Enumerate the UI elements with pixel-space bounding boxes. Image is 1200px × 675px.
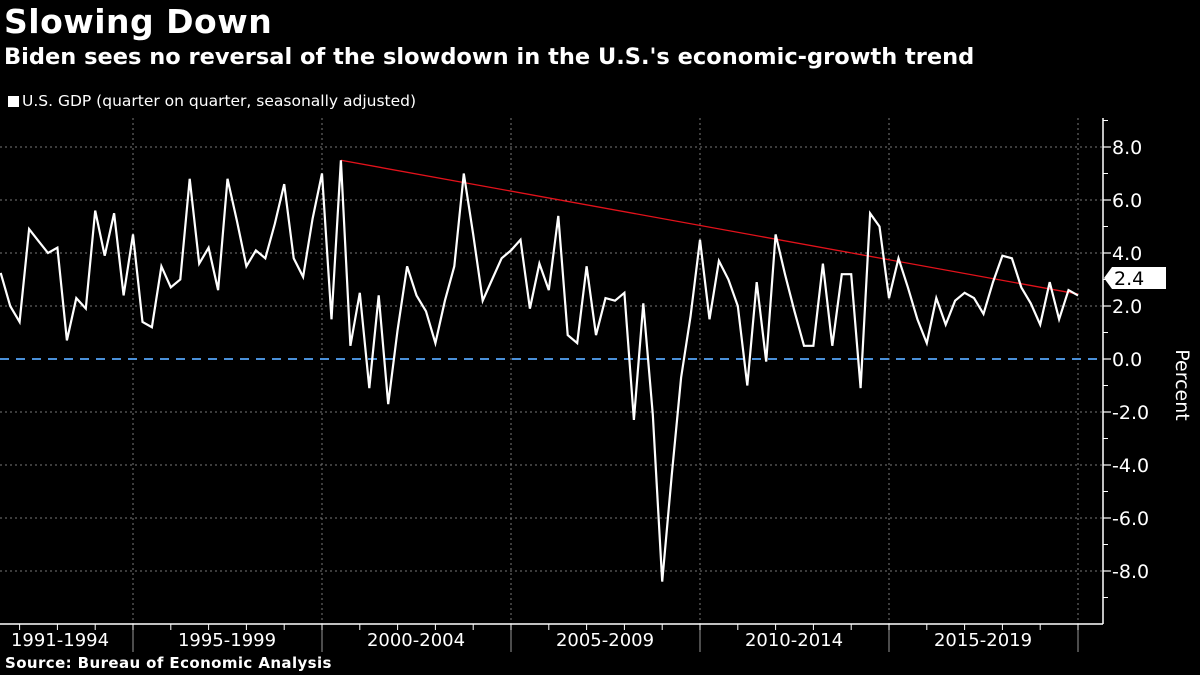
x-category-label: 2010-2014	[745, 630, 843, 651]
last-value-tag	[1104, 267, 1166, 289]
legend: U.S. GDP (quarter on quarter, seasonally…	[8, 92, 416, 110]
y-tick-label: 2.0	[1112, 296, 1142, 318]
y-axis-label: Percent	[1171, 349, 1193, 421]
x-category-label: 2005-2009	[556, 630, 654, 651]
legend-label: U.S. GDP (quarter on quarter, seasonally…	[22, 92, 417, 110]
chart-subtitle: Biden sees no reversal of the slowdown i…	[4, 44, 975, 70]
y-tick-label: 6.0	[1112, 190, 1142, 212]
chart-title: Slowing Down	[4, 2, 273, 41]
y-tick-label: 0.0	[1112, 349, 1142, 371]
x-category-label: 1995-1999	[178, 630, 276, 651]
x-category-label: 1991-1994	[11, 630, 109, 651]
last-value-text: 2.4	[1114, 268, 1144, 290]
y-tick-label: -4.0	[1112, 455, 1149, 477]
source-note: Source: Bureau of Economic Analysis	[5, 654, 332, 672]
x-category-label: 2015-2019	[934, 630, 1032, 651]
y-tick-label: 4.0	[1112, 243, 1142, 265]
x-category-label: 2000-2004	[367, 630, 465, 651]
y-tick-label: -6.0	[1112, 508, 1149, 530]
y-tick-label: 8.0	[1112, 137, 1142, 159]
y-tick-label: -8.0	[1112, 561, 1149, 583]
y-tick-label: -2.0	[1112, 402, 1149, 424]
legend-swatch-icon	[8, 95, 19, 107]
last-value-label: 2.4	[1104, 267, 1166, 290]
